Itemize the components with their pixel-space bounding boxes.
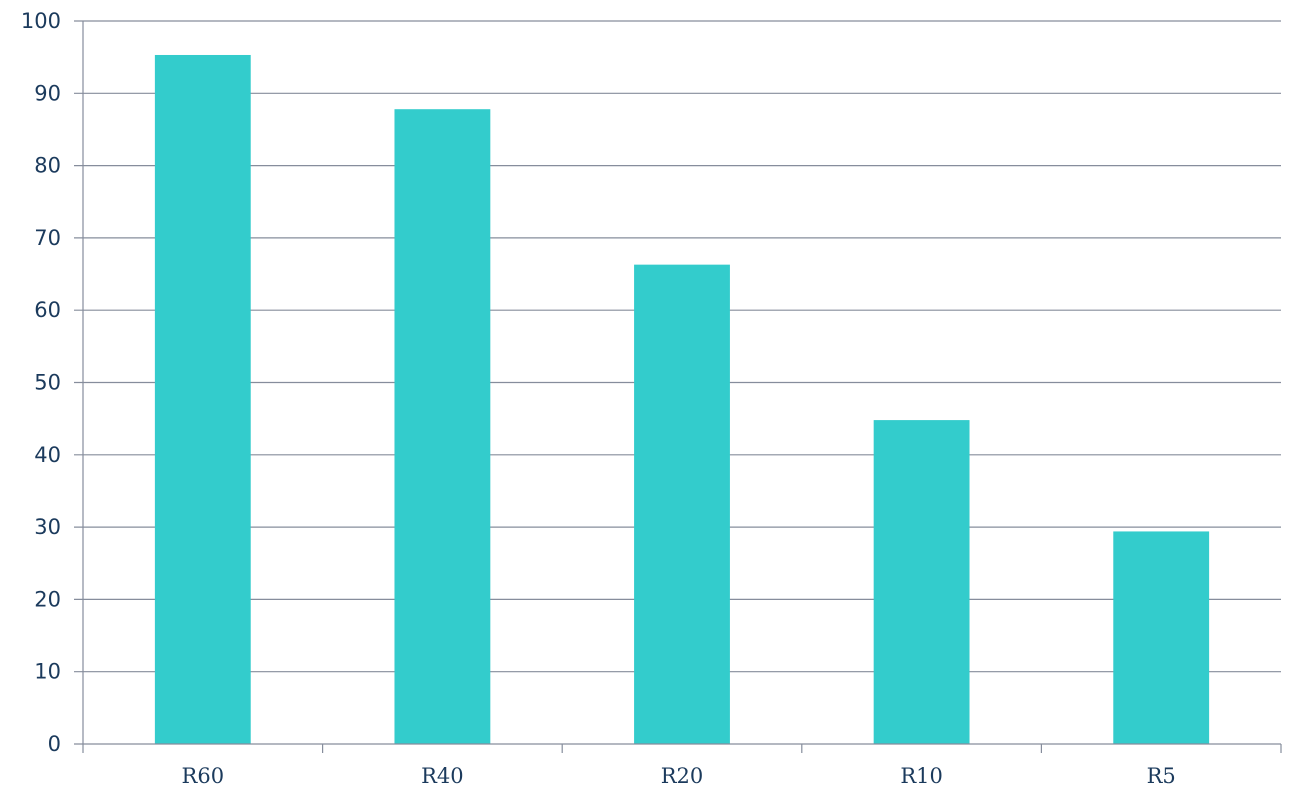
y-tick-label: 90 bbox=[34, 81, 61, 105]
bar-r5 bbox=[1113, 531, 1210, 744]
x-axis bbox=[74, 21, 1282, 753]
x-tick-label: R20 bbox=[661, 764, 704, 788]
y-axis-tick-labels: 0 10 20 30 40 50 60 70 80 90 100 bbox=[21, 9, 61, 756]
y-tick-label: 40 bbox=[34, 443, 61, 467]
x-tick-label: R5 bbox=[1147, 764, 1176, 788]
bar-r40 bbox=[394, 109, 491, 745]
y-tick-label: 10 bbox=[34, 660, 61, 684]
x-tick-label: R40 bbox=[421, 764, 464, 788]
y-tick-label: 60 bbox=[34, 298, 61, 322]
bar-r20 bbox=[634, 264, 730, 744]
y-tick-label: 70 bbox=[34, 226, 61, 250]
y-tick-label: 80 bbox=[34, 154, 61, 178]
y-tick-label: 100 bbox=[21, 9, 61, 33]
x-tick-label: R10 bbox=[900, 764, 943, 788]
bar-r60 bbox=[154, 54, 251, 744]
x-axis-tick-labels: R60 R40 R20 R10 R5 bbox=[182, 764, 1176, 788]
y-tick-label: 50 bbox=[34, 371, 61, 395]
bars bbox=[154, 54, 1210, 745]
y-tick-label: 20 bbox=[34, 587, 61, 611]
x-tick-label: R60 bbox=[182, 764, 225, 788]
y-tick-label: 30 bbox=[34, 515, 61, 539]
y-tick-label: 0 bbox=[48, 732, 61, 756]
bar-r10 bbox=[873, 420, 970, 744]
